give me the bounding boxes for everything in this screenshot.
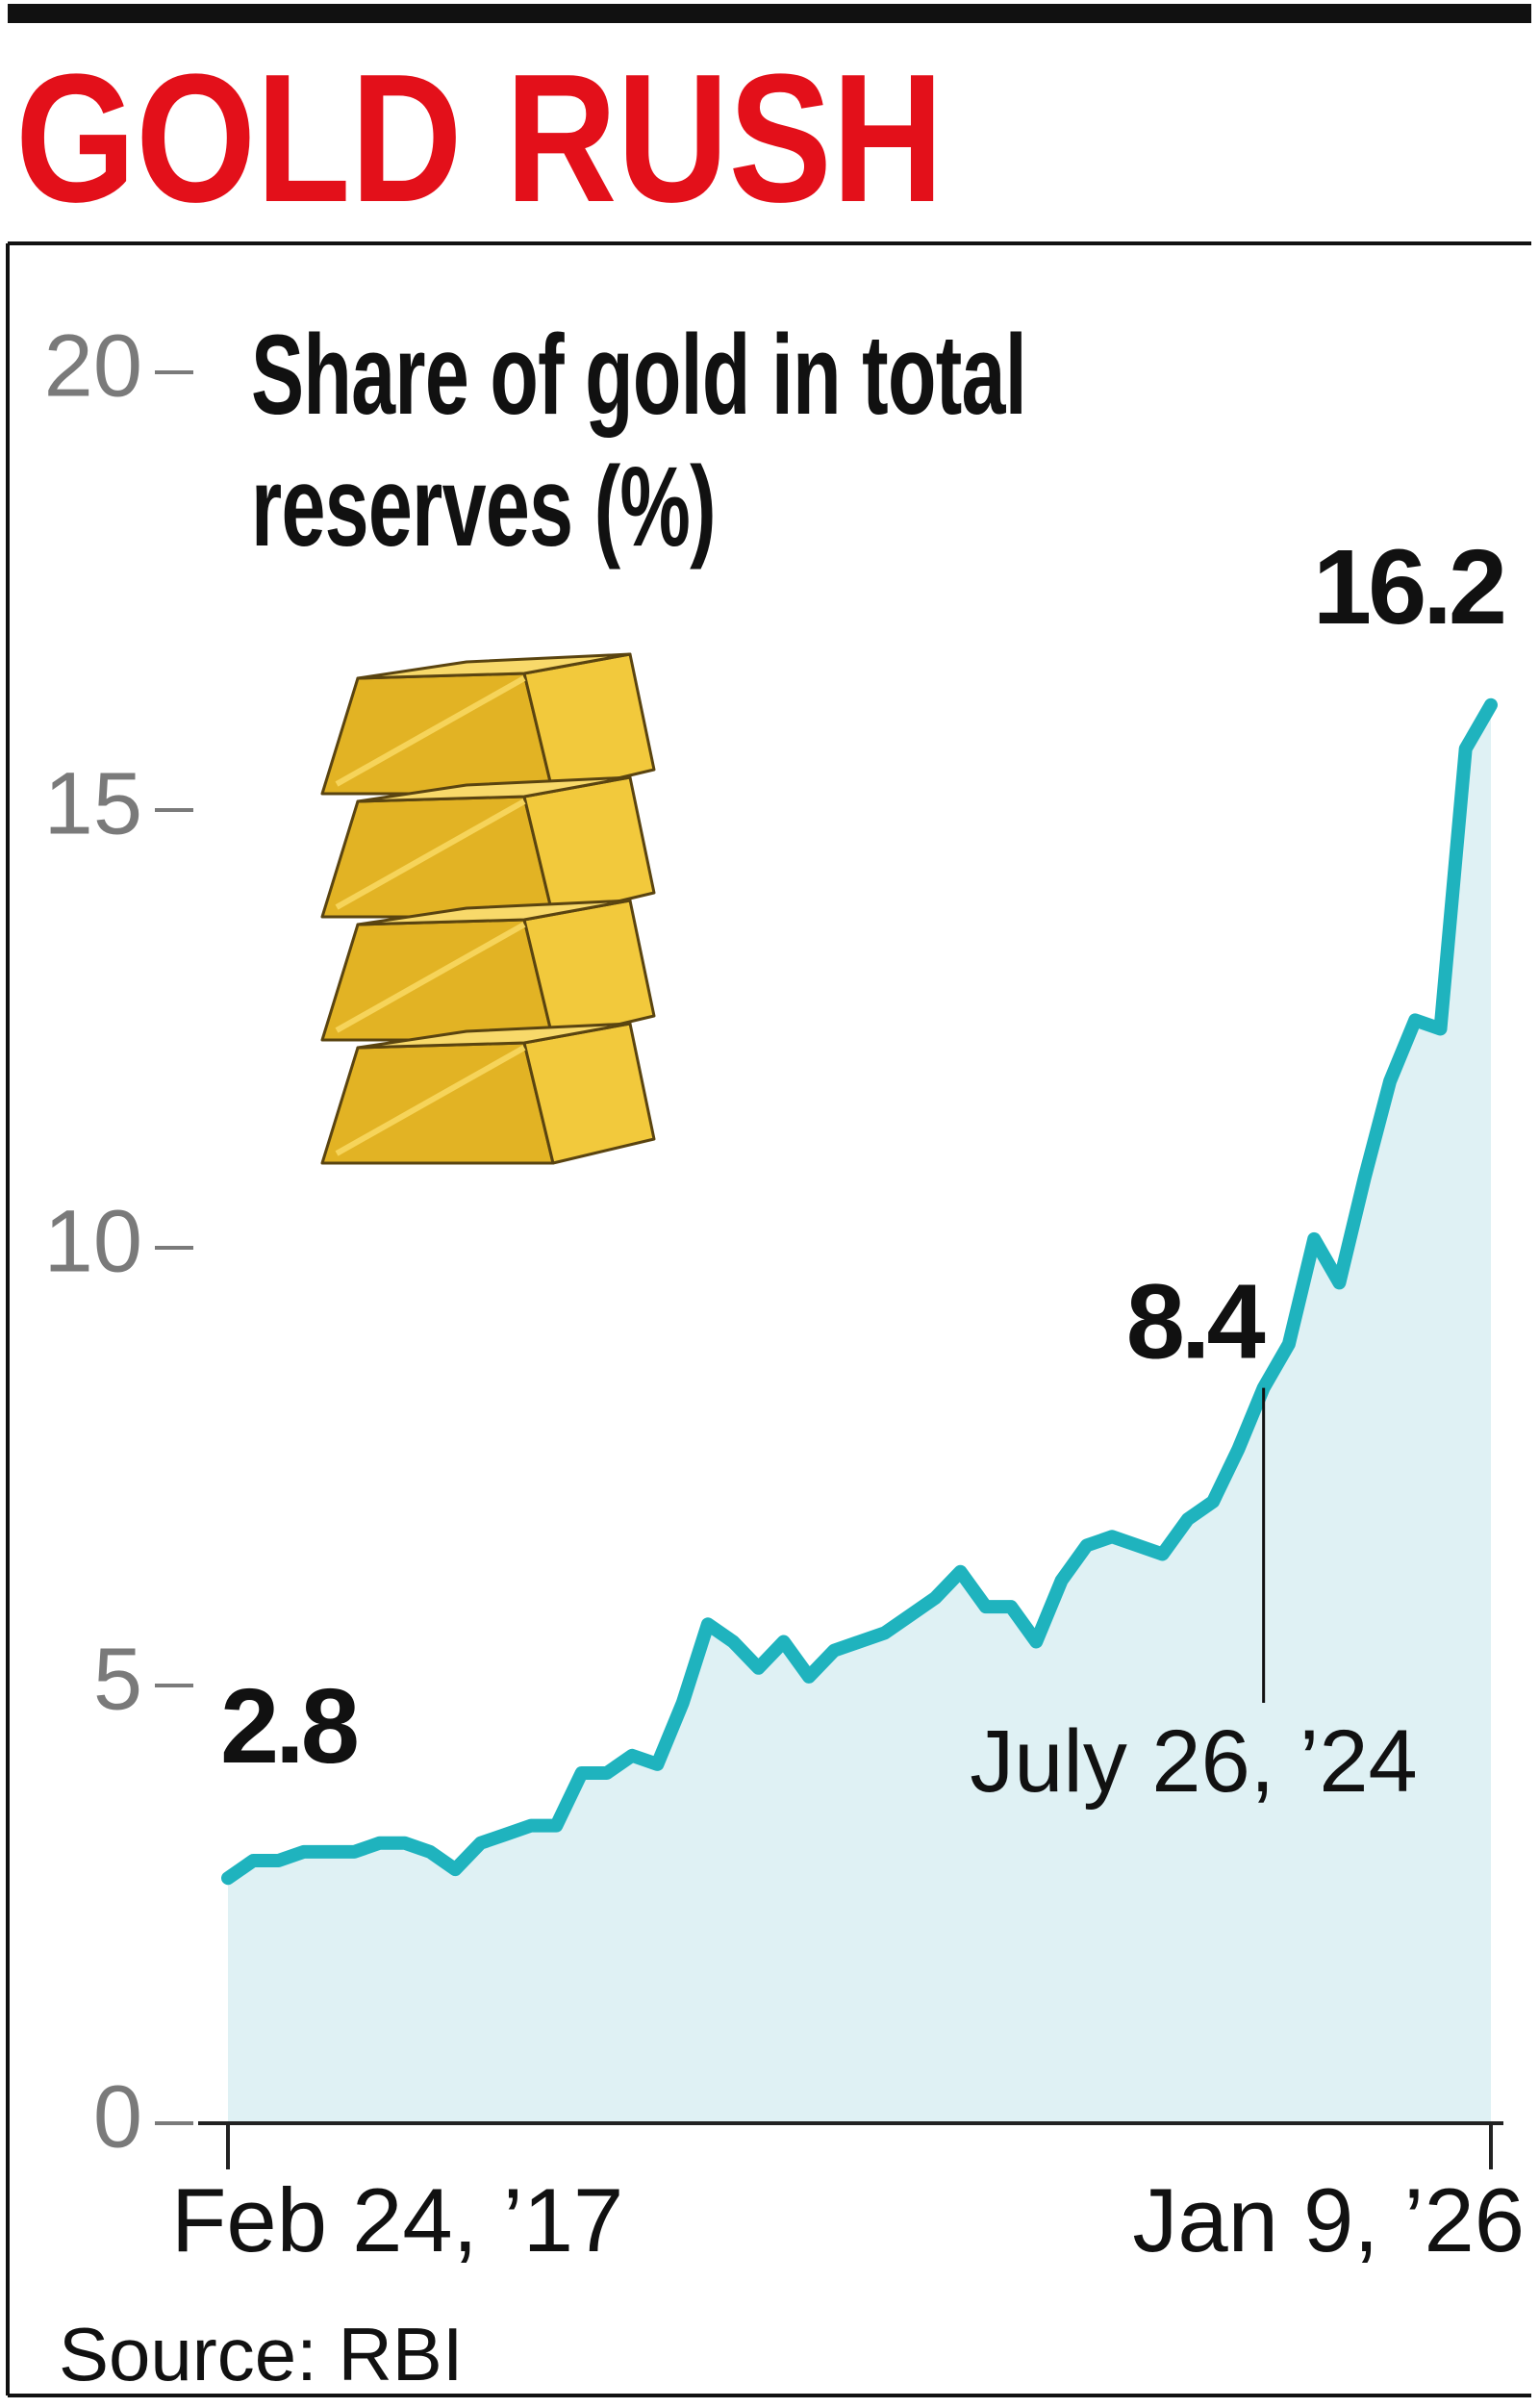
y-tick-label: 5	[93, 1630, 142, 1728]
chart-title: GOLD RUSH	[15, 37, 944, 241]
gold-bar	[320, 1022, 656, 1165]
y-tick-label: 10	[44, 1192, 142, 1290]
data-label: 16.2	[1313, 528, 1503, 646]
data-label: 8.4	[1126, 1263, 1266, 1381]
gold-bar	[320, 652, 656, 796]
x-tick-label: Feb 24, ’17	[171, 2169, 623, 2270]
gold-bar	[320, 899, 656, 1042]
y-tick-label: 20	[44, 317, 142, 415]
gold-bar	[320, 775, 656, 919]
y-tick-label: 0	[93, 2067, 142, 2166]
y-tick-label: 15	[44, 754, 142, 852]
data-label: 2.8	[220, 1667, 357, 1786]
line	[221, 697, 1498, 1886]
gold-bars-illustration	[320, 652, 656, 1165]
chart-subtitle: Share of gold in total reserves (%)	[251, 312, 1027, 570]
top-bar	[8, 4, 1531, 23]
x-tick-label: Jan 9, ’26	[1132, 2169, 1525, 2270]
annotation-label: July 26, ’24	[970, 1712, 1417, 1811]
area	[228, 704, 1491, 2123]
source: Source: RBI	[59, 2312, 464, 2396]
